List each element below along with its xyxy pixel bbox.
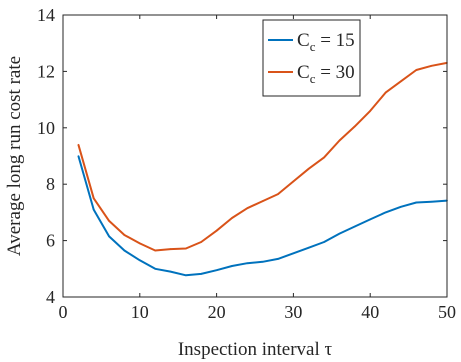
tick-labels: 0 10 20 30 40 50 4 6 8 10 12 14 — [37, 5, 456, 322]
x-tick-label: 20 — [208, 302, 226, 322]
data-point — [261, 200, 264, 202]
data-point — [139, 242, 141, 245]
data-point — [123, 234, 126, 236]
axes — [62, 14, 448, 298]
data-point — [215, 269, 218, 272]
x-tick-label: 10 — [131, 302, 149, 322]
y-axis-title: Average long run cost rate — [4, 56, 25, 256]
axes-box — [62, 14, 448, 298]
data-point — [77, 143, 80, 146]
data-point — [277, 193, 279, 195]
legend-box — [262, 19, 361, 97]
data-point — [338, 232, 341, 235]
data-point — [430, 65, 433, 67]
data-point — [200, 241, 202, 243]
data-point — [169, 270, 172, 273]
data-point — [354, 125, 356, 128]
y-tick-label: 10 — [37, 118, 55, 138]
data-point — [292, 252, 295, 255]
y-tick-label: 8 — [46, 174, 55, 194]
data-point — [231, 265, 233, 267]
x-tick-label: 30 — [284, 302, 302, 322]
data-point — [323, 241, 325, 243]
data-point — [77, 155, 80, 157]
data-point — [185, 274, 187, 277]
data-point — [400, 80, 402, 83]
legend: Cc = 15 Cc = 30 — [262, 19, 361, 97]
data-point — [154, 249, 156, 252]
x-axis-title: Inspection interval τ — [178, 339, 333, 360]
data-point — [292, 180, 295, 183]
data-point — [246, 262, 249, 265]
x-tick-label: 50 — [438, 302, 456, 322]
data-point — [123, 249, 126, 252]
data-point — [308, 167, 310, 170]
data-point — [338, 139, 341, 142]
data-point — [108, 235, 110, 238]
data-point — [384, 91, 387, 94]
legend-label-1: Cc = 15 — [297, 30, 355, 54]
y-tick-label: 14 — [37, 5, 55, 25]
data-point — [415, 69, 418, 71]
data-point — [308, 246, 310, 249]
series-layer — [77, 61, 448, 277]
data-point — [354, 225, 356, 228]
legend-label-2: Cc = 30 — [297, 62, 355, 86]
y-tick-label: 12 — [37, 61, 55, 81]
data-point — [231, 217, 233, 219]
data-point — [108, 220, 110, 222]
data-point — [169, 248, 172, 250]
plot-area — [63, 15, 447, 297]
data-point — [323, 156, 325, 159]
data-point — [154, 268, 156, 270]
data-point — [369, 218, 372, 221]
data-point — [92, 197, 95, 200]
y-tick-label: 6 — [46, 231, 55, 251]
data-point — [92, 208, 95, 211]
data-point — [430, 200, 433, 203]
data-point — [185, 247, 187, 250]
data-point — [369, 110, 372, 112]
data-point — [215, 229, 218, 232]
data-point — [415, 201, 418, 204]
data-point — [246, 207, 249, 209]
y-tick-label: 4 — [46, 287, 55, 307]
data-point — [277, 258, 279, 260]
data-point — [261, 261, 264, 263]
x-tick-label: 40 — [361, 302, 379, 322]
x-tick-label: 0 — [59, 302, 68, 322]
plot-background — [63, 15, 447, 297]
data-point — [384, 211, 387, 214]
data-point — [200, 273, 202, 275]
data-point — [400, 206, 402, 208]
data-point — [139, 259, 141, 262]
